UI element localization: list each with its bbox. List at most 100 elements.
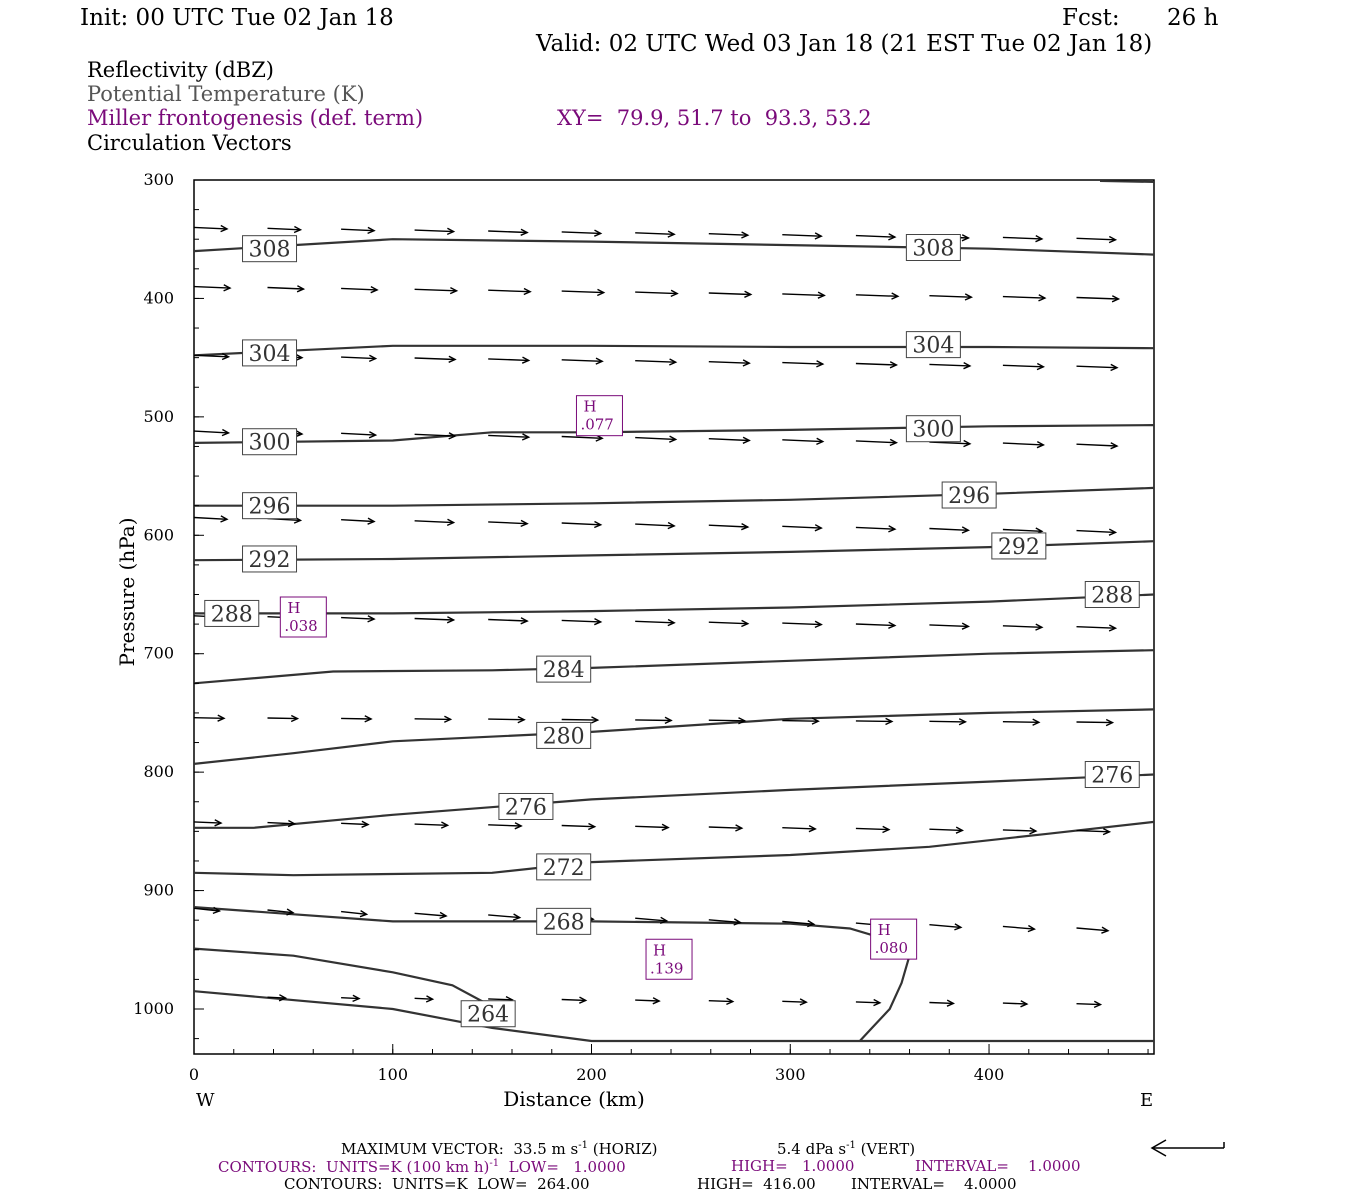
circulation-vector xyxy=(708,824,744,832)
circulation-vector xyxy=(855,998,882,1007)
circulation-vector xyxy=(782,919,816,928)
svg-text:268: 268 xyxy=(543,910,585,935)
circulation-vector xyxy=(488,433,531,441)
circulation-vector xyxy=(341,994,361,1003)
circulation-vector xyxy=(855,825,891,834)
isentrope-272 xyxy=(194,820,1154,877)
legend-circulation-vectors: Circulation Vectors xyxy=(87,131,292,155)
circulation-vector xyxy=(1002,924,1036,933)
circulation-vector xyxy=(1076,295,1121,303)
axes-layer: 300 400 500 600 700 800 900 1000 0 100 200 300 400 W E… xyxy=(115,170,1153,1111)
circulation-vector xyxy=(635,916,669,925)
circulation-vector xyxy=(414,995,435,1003)
isentrope-label-284: 284 xyxy=(536,655,592,683)
circulation-vector xyxy=(561,822,597,831)
circulation-vector xyxy=(855,233,897,241)
circulation-vector xyxy=(341,226,376,235)
svg-text:H: H xyxy=(583,398,596,416)
isentrope-label-308: 308 xyxy=(905,234,961,262)
isentrope-unlabeled xyxy=(194,947,493,1008)
footer-contours-theta-interval: INTERVAL= 4.0000 xyxy=(851,1175,1017,1193)
isentrope-label-292: 292 xyxy=(991,532,1047,560)
circulation-vector xyxy=(929,526,971,534)
forecast-hour: 26 h xyxy=(1167,5,1219,31)
circulation-vector xyxy=(708,290,753,298)
svg-text:300: 300 xyxy=(249,431,291,456)
circulation-vector xyxy=(267,714,300,723)
y-tick-label: 500 xyxy=(143,407,174,426)
circulation-vector xyxy=(414,355,457,363)
circulation-vector xyxy=(1076,718,1115,727)
svg-text:276: 276 xyxy=(505,795,547,820)
footer-contours-theta-high: HIGH= 416.00 xyxy=(697,1175,816,1193)
circulation-vector xyxy=(929,293,974,301)
circulation-vector xyxy=(341,715,373,723)
forecast-label: Fcst: xyxy=(1062,5,1120,31)
circulation-vector xyxy=(414,518,456,527)
y-tick-label: 700 xyxy=(143,644,174,663)
footer-contours-frontogenesis: CONTOURS: UNITS=K (100 km h)-1 LOW= 1.00… xyxy=(218,1158,626,1176)
svg-text:H: H xyxy=(653,941,666,959)
isentrope-label-280: 280 xyxy=(536,721,592,749)
isentrope-284 xyxy=(194,649,1154,685)
svg-text:288: 288 xyxy=(1091,583,1133,608)
circulation-vector xyxy=(194,284,232,292)
circulation-vector xyxy=(929,718,968,726)
frontogenesis-max-077: H.077 xyxy=(575,395,623,437)
isentrope-label-292: 292 xyxy=(242,545,298,573)
isentrope-label-288: 288 xyxy=(1084,580,1140,608)
isentrope-296 xyxy=(194,486,1154,507)
frontogenesis-max-139: H.139 xyxy=(645,938,693,980)
circulation-vector xyxy=(1002,827,1038,835)
isentrope-label-296: 296 xyxy=(941,481,997,509)
x-tick-label: 200 xyxy=(576,1065,607,1084)
circulation-vector xyxy=(635,823,670,831)
circulation-vector xyxy=(855,292,900,300)
circulation-vector xyxy=(194,714,226,722)
circulation-vector xyxy=(1076,926,1110,934)
circulation-vector xyxy=(635,358,678,366)
circulation-vector xyxy=(855,717,894,726)
circulation-vector xyxy=(708,997,735,1006)
svg-text:272: 272 xyxy=(543,856,585,881)
circulation-vector xyxy=(855,438,899,447)
circulation-vector xyxy=(267,819,297,828)
circulation-vector xyxy=(561,520,603,529)
circulation-vector xyxy=(488,715,526,724)
svg-text:292: 292 xyxy=(998,535,1040,560)
circulation-vector xyxy=(488,822,523,830)
svg-text:H: H xyxy=(878,921,891,939)
circulation-vector xyxy=(929,622,971,630)
circulation-vector xyxy=(561,716,600,724)
legend-reflectivity: Reflectivity (dBZ) xyxy=(87,58,275,82)
svg-text:280: 280 xyxy=(543,724,585,749)
isentrope-label-276: 276 xyxy=(1084,761,1140,789)
circulation-vector xyxy=(708,436,751,444)
isentrope-288 xyxy=(194,593,1154,615)
circulation-vector xyxy=(561,288,606,297)
circulation-vector xyxy=(561,996,588,1004)
circulation-vector xyxy=(1076,442,1119,450)
circulation-vector xyxy=(1076,624,1118,632)
circulation-vector xyxy=(1002,362,1045,371)
circulation-vector xyxy=(341,431,378,439)
circulation-vector xyxy=(194,352,231,361)
svg-text:H: H xyxy=(287,599,300,617)
circulation-vector xyxy=(267,908,295,916)
frontogenesis-max-080: H.080 xyxy=(870,918,918,960)
circulation-vector xyxy=(708,522,750,531)
x-tick-label: 400 xyxy=(974,1065,1005,1084)
circulation-vector xyxy=(929,999,956,1007)
svg-text:.077: .077 xyxy=(580,416,613,434)
circulation-vector xyxy=(855,525,897,533)
circulation-vector xyxy=(194,428,231,437)
circulation-vector xyxy=(1076,235,1118,244)
circulation-vector xyxy=(929,439,972,448)
init-time: Init: 00 UTC Tue 02 Jan 18 xyxy=(80,5,394,31)
top-right-segment xyxy=(1099,180,1155,183)
circulation-vector xyxy=(1076,528,1118,536)
svg-text:308: 308 xyxy=(912,237,954,262)
circulation-vector xyxy=(635,997,661,1005)
circulation-vector xyxy=(855,621,897,629)
